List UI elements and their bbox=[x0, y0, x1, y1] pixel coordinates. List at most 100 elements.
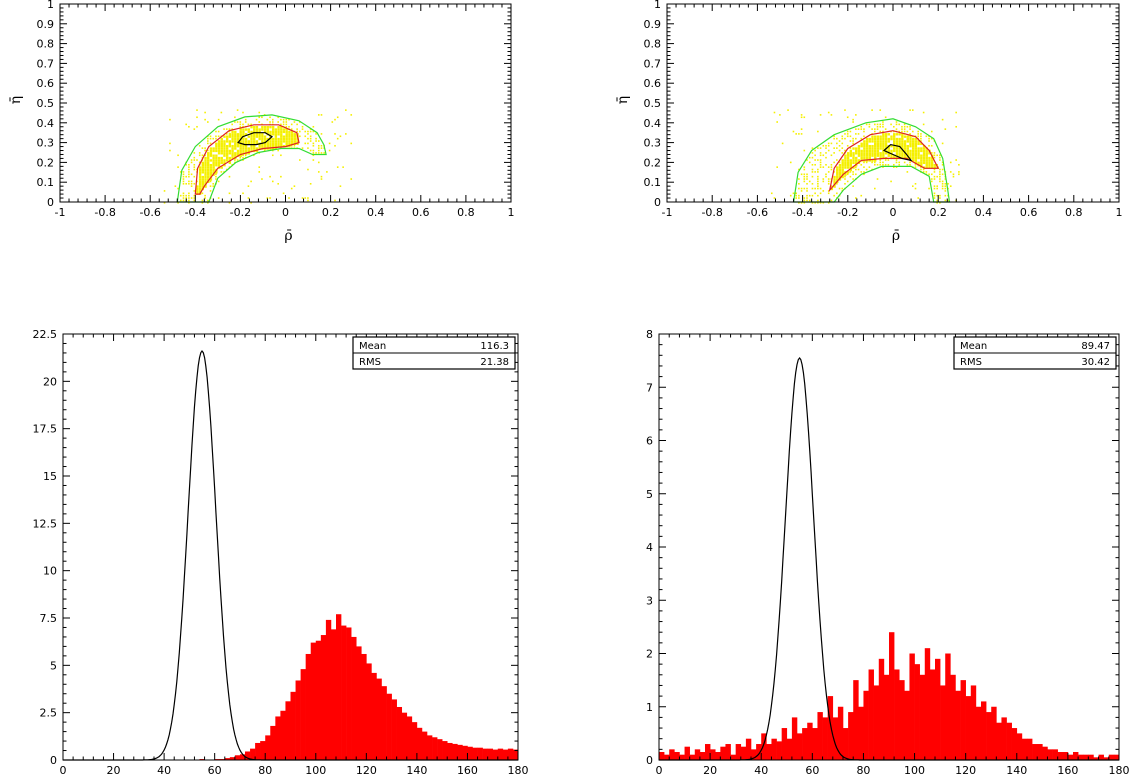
density-cell bbox=[814, 187, 816, 190]
density-cell bbox=[293, 135, 297, 138]
stats-rms-label: RMS bbox=[359, 357, 381, 368]
density-cell bbox=[234, 144, 237, 148]
density-cell bbox=[193, 152, 196, 154]
density-cell bbox=[917, 161, 920, 165]
density-cell bbox=[204, 178, 207, 181]
histogram-bar bbox=[285, 701, 291, 760]
density-cell bbox=[893, 149, 896, 153]
density-cell bbox=[261, 144, 264, 148]
density-cell bbox=[236, 142, 240, 145]
density-cell bbox=[320, 152, 323, 154]
density-cell bbox=[188, 197, 190, 199]
density-cell bbox=[244, 121, 247, 123]
density-cell bbox=[228, 135, 232, 138]
density-cell bbox=[198, 178, 202, 181]
x-axis-label: ρ̄ bbox=[284, 228, 292, 244]
density-cell bbox=[212, 161, 215, 165]
density-cell bbox=[803, 180, 806, 183]
density-cell bbox=[244, 144, 248, 148]
density-cell bbox=[825, 163, 827, 166]
density-cell bbox=[190, 173, 193, 176]
density-cell bbox=[212, 149, 215, 153]
density-cell bbox=[833, 147, 835, 149]
density-cell bbox=[242, 156, 244, 159]
density-cell bbox=[874, 123, 876, 126]
density-cell bbox=[933, 185, 936, 187]
density-cell bbox=[266, 144, 269, 148]
density-cell bbox=[871, 137, 874, 141]
density-cell bbox=[936, 154, 938, 157]
density-cell bbox=[939, 154, 941, 157]
density-cell bbox=[884, 128, 887, 130]
density-cell bbox=[936, 185, 938, 187]
histogram-bar bbox=[507, 748, 514, 760]
density-cell bbox=[830, 185, 833, 187]
density-cell bbox=[231, 130, 234, 134]
density-cell bbox=[920, 154, 923, 157]
histogram-bar bbox=[924, 648, 931, 760]
density-cell bbox=[825, 147, 827, 149]
density-cell bbox=[933, 171, 936, 173]
density-cell bbox=[261, 178, 263, 180]
density-cell bbox=[901, 135, 904, 138]
density-cell bbox=[204, 118, 206, 121]
density-cell bbox=[933, 192, 936, 195]
density-cell bbox=[933, 187, 936, 190]
density-cell bbox=[817, 178, 819, 180]
density-cell bbox=[339, 185, 342, 187]
density-cell bbox=[215, 135, 217, 138]
density-cell bbox=[261, 135, 264, 138]
density-cell bbox=[819, 166, 822, 168]
density-cell bbox=[911, 154, 915, 157]
density-cell bbox=[247, 130, 251, 134]
density-cell bbox=[806, 190, 808, 192]
density-cell bbox=[261, 125, 264, 129]
density-cell bbox=[911, 185, 914, 187]
density-cell bbox=[204, 194, 206, 197]
density-cell bbox=[220, 137, 223, 141]
density-cell bbox=[879, 163, 882, 166]
density-cell bbox=[811, 163, 814, 166]
density-cell bbox=[239, 121, 242, 123]
density-cell bbox=[909, 142, 912, 145]
density-cell bbox=[944, 199, 947, 202]
density-cell bbox=[290, 137, 294, 141]
density-cell bbox=[917, 140, 920, 143]
histogram-bar bbox=[482, 748, 488, 760]
density-cell bbox=[852, 140, 854, 142]
density-cell bbox=[193, 163, 196, 166]
density-cell bbox=[193, 175, 196, 178]
density-cell bbox=[204, 163, 207, 167]
density-cell bbox=[811, 156, 814, 159]
density-cell bbox=[198, 161, 201, 164]
density-cell bbox=[196, 125, 198, 128]
density-cell bbox=[198, 173, 202, 176]
density-cell bbox=[930, 161, 934, 165]
density-cell bbox=[179, 171, 182, 173]
density-cell bbox=[930, 137, 933, 140]
histogram-bar bbox=[336, 614, 342, 760]
density-cell bbox=[193, 182, 196, 185]
density-cell bbox=[903, 140, 907, 143]
density-cell bbox=[198, 182, 202, 186]
density-cell bbox=[307, 137, 309, 140]
density-cell bbox=[941, 161, 944, 164]
density-cell bbox=[239, 152, 242, 155]
density-cell bbox=[336, 116, 339, 119]
density-cell bbox=[315, 133, 317, 135]
histogram-bar bbox=[904, 690, 910, 760]
density-cell bbox=[317, 161, 320, 164]
histogram-bar bbox=[771, 738, 777, 760]
histogram-bar bbox=[802, 728, 808, 760]
y-tick-label: 3 bbox=[646, 594, 653, 607]
density-cell bbox=[228, 161, 232, 165]
density-cell bbox=[920, 161, 923, 165]
density-cell bbox=[209, 142, 212, 145]
density-cell bbox=[277, 116, 279, 119]
x-tick-label: -0.2 bbox=[230, 206, 251, 219]
density-cell bbox=[244, 137, 248, 141]
density-cell bbox=[795, 194, 797, 197]
histogram-bar bbox=[730, 754, 736, 760]
density-cell bbox=[863, 161, 865, 164]
